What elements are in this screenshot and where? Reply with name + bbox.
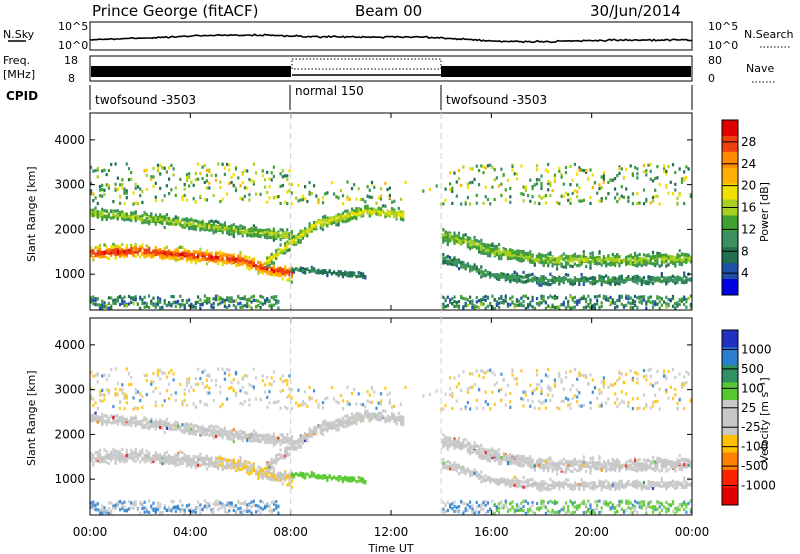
colorbar-swatch [722,279,738,296]
freq-panel: Freq. [MHz] 18 8 80 0 Nave [3,54,775,85]
cpid-segment-2: normal 150 [295,84,364,98]
xtick-label: 12:00 [374,525,409,539]
colorbar-tick-label: 24 [741,157,756,171]
noise-sky-trace [89,33,693,44]
colorbar-swatch [722,135,738,153]
noise-left-tick-top: 10^5 [58,20,88,33]
noise-right-label: N.Search [744,28,794,41]
cpid-label: CPID [6,89,38,103]
xtick-label: 04:00 [173,525,208,539]
colorbar-tick-label: -100 [741,440,768,454]
colorbar-tick-label: 500 [741,362,764,376]
nave-label: Nave [746,62,774,75]
power-colorbar: 28 24 20 16 12 8 4 [721,119,756,296]
noise-left-label: N.Sky [3,28,35,41]
colorbar-tick-label: 12 [741,222,756,236]
colorbar-tick-label: 16 [741,201,756,215]
colorbar-swatch [722,365,738,383]
beam-title: Beam 00 [355,2,422,20]
velocity-ylabel: Slant Range [km] [25,370,38,466]
xtick-label: 20:00 [574,525,609,539]
colorbar-swatch [722,452,738,471]
colorbar-swatch [722,435,738,453]
colorbar-swatch [722,330,738,348]
colorbar-swatch [722,263,738,280]
colorbar-tick-label: 28 [741,135,756,149]
freq-left-tick-top: 18 [64,54,78,67]
station-title: Prince George (fitACF) [92,2,258,20]
colorbar-swatch [722,151,738,169]
ytick-label: 4000 [54,133,85,147]
colorbar-swatch [722,120,738,137]
freq-left-tick-bottom: 8 [68,72,75,85]
cpid-segment-3: twofsound -3503 [446,93,547,107]
colorbar-tick-label: 100 [741,381,764,395]
noise-left-tick-bottom: 10^0 [58,39,88,52]
colorbar-tick-label: 1000 [741,342,772,356]
freq-bar-1 [91,66,291,77]
freq-label-1: Freq. [3,54,30,67]
ytick-label: 1000 [54,267,85,281]
velocity-colorbar: 1000 500 100 25 -25 -100 -500 -1000 [721,329,776,506]
xtick-label: 00:00 [73,525,108,539]
freq-label-2: [MHz] [3,68,35,81]
power-data-pixels [90,162,692,310]
colorbar-swatch [722,347,738,366]
ytick-label: 2000 [54,427,85,441]
colorbar-swatch [722,247,738,264]
velocity-colorbar-label: Velocity [m s⁻¹] [758,377,771,462]
noise-right-tick-top: 10^5 [708,20,738,33]
noise-panel: N.Sky 10^5 10^0 10^5 10^0 N.Search [3,20,794,52]
colorbar-swatch [722,382,738,401]
nave-right-tick-bottom: 0 [708,72,715,85]
ytick-label: 4000 [54,338,85,352]
velocity-data-pixels [90,367,692,515]
ytick-label: 1000 [54,472,85,486]
power-ylabel: Slant Range [km] [25,166,38,262]
colorbar-tick-label: 8 [741,244,749,258]
ytick-label: 3000 [54,178,85,192]
colorbar-tick-label: -25 [741,420,761,434]
colorbar-swatch [722,400,738,418]
time-axis-label: Time UT [367,542,413,554]
ytick-label: 2000 [54,222,85,236]
colorbar-tick-label: 4 [741,266,749,280]
colorbar-swatch [722,487,738,506]
power-panel: 4000 3000 2000 1000 Slant Range [km] [25,112,693,311]
cpid-row: CPID twofsound -3503 normal 150 twofsoun… [6,84,693,110]
xtick-label: 00:00 [675,525,710,539]
nave-right-tick-top: 80 [708,54,722,67]
colorbar-tick-label: -500 [741,459,768,473]
colorbar-swatch [722,417,738,436]
colorbar-swatch [722,215,738,232]
nave-dotted-normal [291,58,442,70]
xtick-label: 08:00 [273,525,308,539]
colorbar-swatch [722,167,738,185]
freq-bar-2 [441,66,691,77]
cpid-segment-1: twofsound -3503 [95,93,196,107]
noise-right-tick-bottom: 10^0 [708,39,738,52]
xtick-label: 16:00 [474,525,509,539]
colorbar-tick-label: 25 [741,401,756,415]
time-axis: 00:00 04:00 08:00 12:00 16:00 20:00 00:00 [73,310,710,539]
colorbar-tick-label: -1000 [741,479,776,493]
colorbar-swatch [722,231,738,248]
colorbar-swatch [722,470,738,488]
colorbar-tick-label: 20 [741,179,756,193]
power-colorbar-label: Power [dB] [758,182,771,242]
ytick-label: 3000 [54,383,85,397]
velocity-panel: 4000 3000 2000 1000 Slant Range [km] [25,317,693,516]
date-title: 30/Jun/2014 [590,2,681,20]
colorbar-swatch [722,183,738,201]
